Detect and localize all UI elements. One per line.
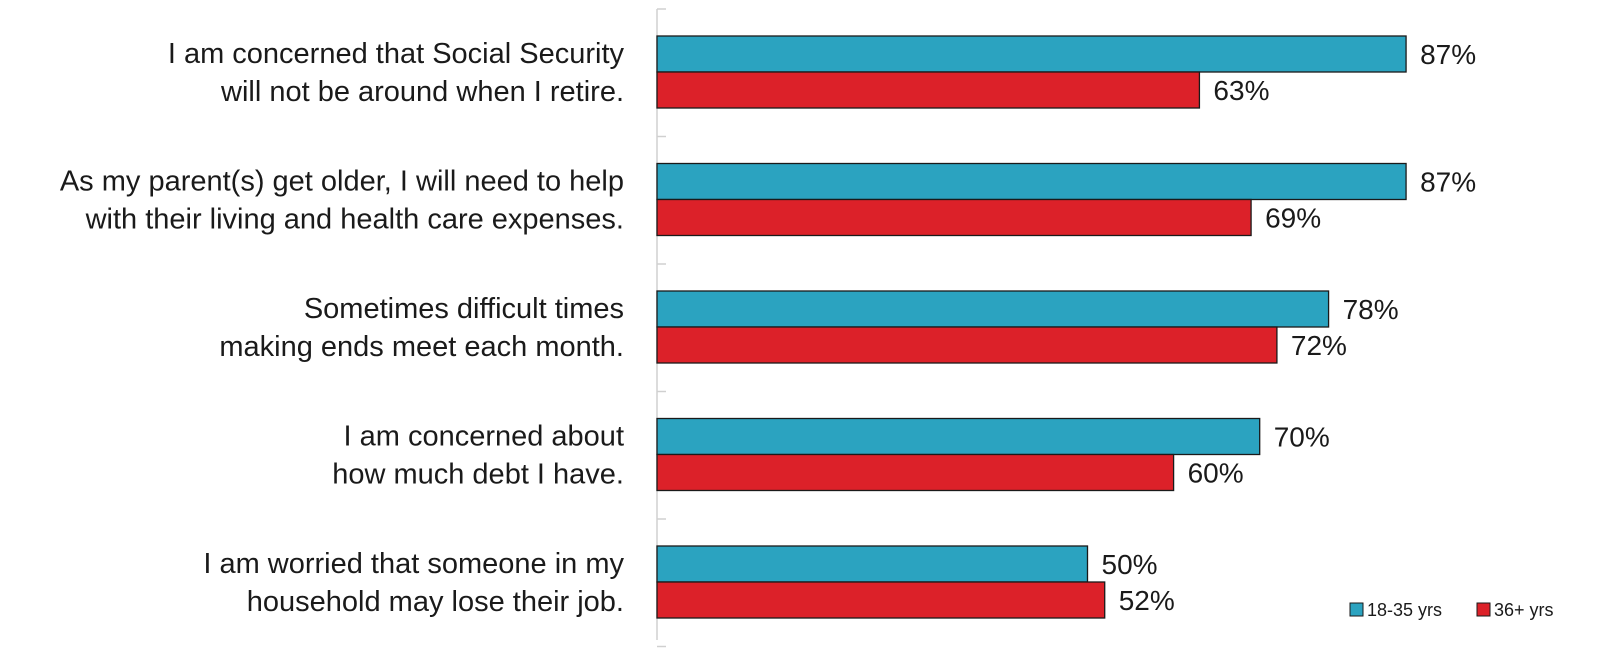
category-label-line: how much debt I have. xyxy=(332,459,624,491)
category-label: I am concerned about how much debt I have… xyxy=(332,421,624,491)
category-label-line: I am worried that someone in my xyxy=(203,548,624,580)
data-label: 78% xyxy=(1343,294,1399,325)
category-label: I am worried that someone in my household… xyxy=(203,548,624,618)
bar-series-1 xyxy=(656,545,1089,583)
category-label: Sometimes difficult times making ends mee… xyxy=(219,293,624,363)
value-labels: 87% 63% 87% 69% 78% 72% 70% 60% 50% 52% xyxy=(1102,39,1477,616)
category-label-line: making ends meet each month. xyxy=(219,331,624,363)
category-label: As my parent(s) get older, I will need t… xyxy=(60,166,624,236)
category-label-line: As my parent(s) get older, I will need t… xyxy=(60,166,624,198)
data-label: 52% xyxy=(1119,585,1175,616)
bar-series-1 xyxy=(656,162,1407,201)
legend-label: 18-35 yrs xyxy=(1367,600,1442,620)
legend-swatch xyxy=(1349,602,1364,617)
data-label: 87% xyxy=(1420,39,1476,70)
category-label-line: will not be around when I retire. xyxy=(220,76,624,108)
category-label-line: I am concerned that Social Security xyxy=(168,38,625,70)
bar-series-2 xyxy=(656,198,1252,237)
legend: 18-35 yrs 36+ yrs xyxy=(1349,600,1554,620)
category-label-line: I am concerned about xyxy=(343,421,624,453)
bar-series-1 xyxy=(656,417,1261,456)
category-label-line: with their living and health care expens… xyxy=(85,204,624,236)
category-label-line: Sometimes difficult times xyxy=(304,293,624,325)
data-label: 69% xyxy=(1265,203,1321,234)
bar-series-2 xyxy=(656,581,1106,619)
legend-label: 36+ yrs xyxy=(1494,600,1554,620)
data-label: 72% xyxy=(1291,330,1347,361)
bars xyxy=(656,35,1407,619)
category-label: I am concerned that Social Security will … xyxy=(168,38,625,108)
category-label-line: household may lose their job. xyxy=(247,586,624,618)
bar-series-1 xyxy=(656,290,1330,328)
data-label: 87% xyxy=(1420,167,1476,198)
category-labels: I am concerned that Social Security will … xyxy=(60,38,625,618)
data-label: 50% xyxy=(1102,549,1158,580)
bar-series-2 xyxy=(656,71,1201,109)
data-label: 70% xyxy=(1274,422,1330,453)
data-label: 60% xyxy=(1188,458,1244,489)
data-label: 63% xyxy=(1213,75,1269,106)
bar-series-2 xyxy=(656,453,1175,492)
bar-series-1 xyxy=(656,35,1407,73)
bar-series-2 xyxy=(656,326,1278,364)
legend-swatch xyxy=(1476,602,1491,617)
